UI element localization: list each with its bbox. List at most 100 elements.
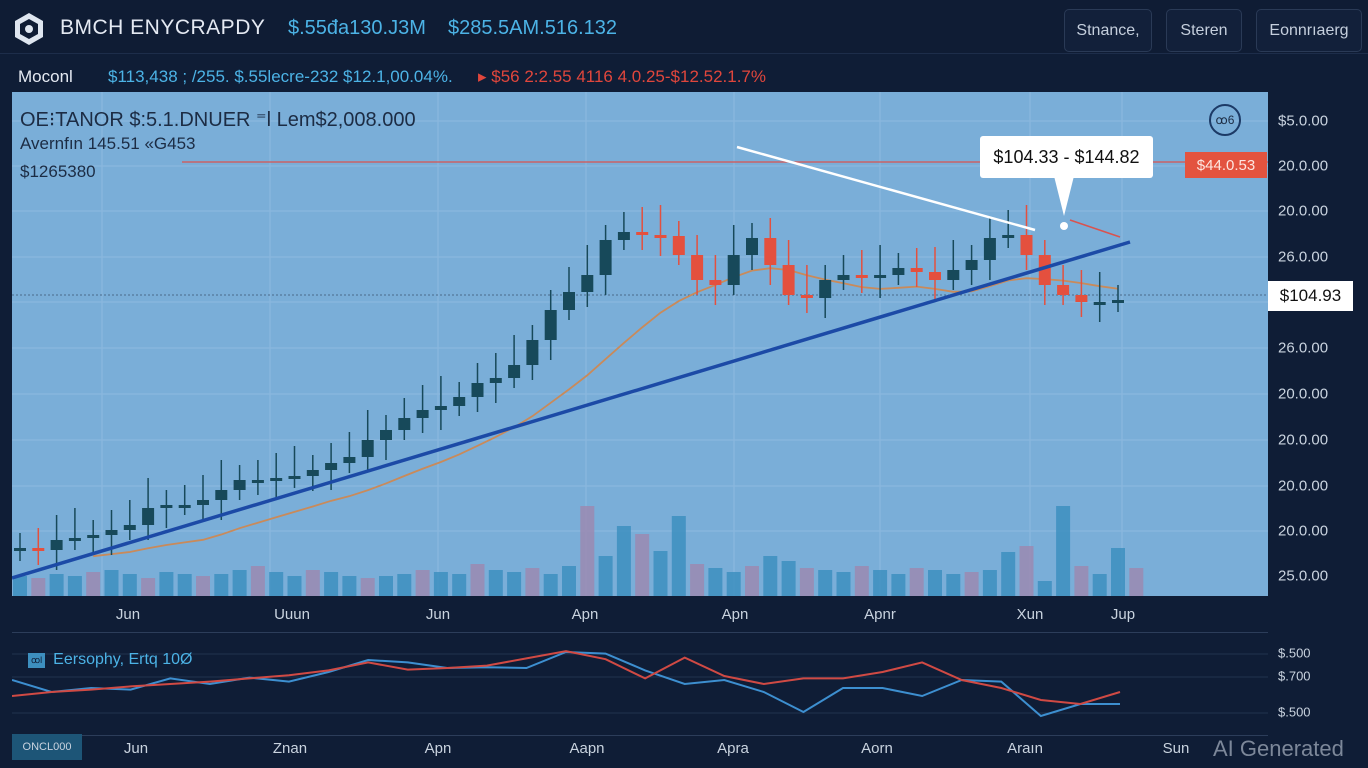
indicator-panel[interactable]: ꝏl Eersophy, Ertq 10Ø [11,632,1268,736]
y-tick-label: 20.0.00 [1278,385,1329,403]
candle [599,240,612,275]
volume-bar [580,506,595,596]
candle [105,530,118,535]
moving-average-line [93,267,1119,558]
price-range-tooltip: $104.33 - $144.82 [980,136,1153,178]
watermark: AI Generated [1213,736,1344,761]
header-button-2[interactable]: Steren [1166,9,1242,52]
candle [544,310,557,340]
x-tick-label: Jup [1110,606,1136,623]
header-button-1[interactable]: Stnance, [1064,9,1152,52]
volume-bar [470,564,485,596]
alert-price-tag: $44.0.53 [1185,152,1267,178]
candle [1057,285,1070,295]
volume-bar [708,568,723,596]
chart-average: Avernfın 145.51 «G453 [20,134,196,153]
volume-bar [891,574,906,596]
volume-bar [909,568,924,596]
y-tick-label: 20.0.00 [1278,202,1329,220]
x-tick-label: Apnr [864,606,896,623]
candle [709,280,722,285]
candle [87,535,100,538]
volume-bar [177,574,192,596]
candle [800,295,813,298]
indicator-red-line [11,650,1121,706]
indicator-y-label: $.500 [1278,645,1311,661]
candle [68,538,81,541]
indicator-x-label: Znan [272,740,308,757]
volume-bar [598,556,613,596]
y-tick-label: 20.0.00 [1278,477,1329,495]
candle [1038,255,1051,285]
indicator-icon: ꝏl [28,652,46,668]
volume-bar [415,570,430,596]
candle [526,340,539,365]
y-tick-label: $5.0.00 [1278,112,1329,130]
volume-bar [1129,568,1144,596]
candle [1112,300,1124,303]
volume-bar [31,578,46,596]
volume-bar [49,574,64,596]
candle [325,463,338,470]
indicator-x-label: Araın [1007,740,1043,757]
candle [892,268,905,275]
brand-name: BMCH ENYCRAPDY [60,16,266,39]
volume-bar [1019,546,1034,596]
candle [910,268,923,272]
candle [32,548,45,551]
candle [636,232,649,235]
candle [508,365,521,378]
volume-bar [214,574,229,596]
y-tick-label: 20.0.00 [1278,157,1329,175]
volume-bar [873,570,888,596]
volume-bar [525,568,540,596]
candle [563,292,575,310]
volume-bar [763,556,778,596]
volume-bar [982,570,997,596]
volume-bar [635,534,650,596]
indicator-label: Eersophy, Ertq 10Ø [53,651,193,668]
candle [929,272,941,280]
volume-bar [305,570,320,596]
volume-bar [13,576,27,596]
volume-bar [671,516,686,596]
candle [764,238,777,265]
top-bar: BMCH ENYCRAPDY $.55đa130.J3M $285.5AM.51… [0,0,1368,54]
candle [837,275,850,280]
candle [983,238,996,260]
volume-bar [452,574,467,596]
candle [306,470,319,476]
candle [160,505,173,508]
candle [1075,295,1088,302]
candle [746,238,758,255]
indicator-y-label: $.500 [1278,704,1311,720]
candle [1093,302,1106,305]
volume-bar [726,572,741,596]
candle [233,480,246,490]
ticker-label: Moconl [18,67,73,86]
indicator-corner-label[interactable]: ONCL000 [12,734,82,760]
candle [855,275,868,278]
indicator-badge-icon[interactable]: ꝏ6 [1209,104,1241,136]
candle [672,236,685,255]
x-tick-label: Xun [1016,606,1044,623]
candle [727,255,740,285]
y-tick-label: 26.0.00 [1278,339,1329,357]
candle [965,260,978,270]
volume-bar [543,574,558,596]
drawn-line [736,145,1036,232]
candle [251,480,264,483]
candle [453,397,466,406]
indicator-x-label: Aorn [861,740,893,757]
candle [581,275,594,292]
volume-bar [1074,566,1089,596]
volume-bar [86,572,101,596]
candle [343,457,356,463]
volume-bar [1111,548,1125,596]
candle [617,232,630,240]
ticker-red: ▸ $56 2:2.55 4116 4.0.25-$12.52.1.7% [478,67,767,86]
volume-bar [964,572,979,596]
header-button-3[interactable]: Eonnrıaerg [1256,9,1362,52]
candle [691,255,704,280]
volume-bar [196,576,210,596]
